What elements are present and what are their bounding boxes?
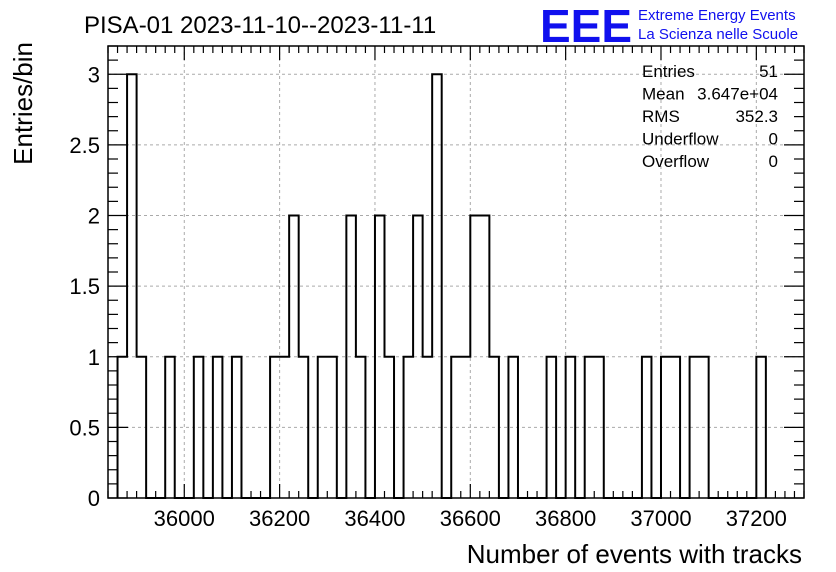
y-axis-ticks: 0 0.5 1 1.5 2 2.5 3 — [69, 45, 804, 511]
histogram-bin-23 — [470, 216, 480, 499]
x-tick-label-2: 36400 — [344, 506, 405, 531]
histogram-bin-35 — [699, 357, 709, 498]
eee-logo: EEE Extreme Energy Events La Scienza nel… — [540, 0, 798, 52]
histogram-bin-21 — [451, 357, 461, 498]
histogram-bin-31 — [642, 357, 652, 498]
histogram-bin-17 — [404, 357, 414, 498]
chart-title: PISA-01 2023-11-10--2023-11-11 — [84, 12, 436, 39]
histogram-bin-5 — [213, 357, 223, 498]
x-tick-label-4: 36800 — [535, 506, 596, 531]
eee-logo-line1: Extreme Energy Events — [638, 7, 796, 24]
histogram-bin-20 — [432, 74, 442, 498]
histogram-bin-7 — [270, 357, 280, 498]
x-axis-label: Number of events with tracks — [467, 539, 802, 569]
stats-value-rms: 352.3 — [735, 107, 778, 126]
x-tick-label-1: 36200 — [249, 506, 310, 531]
stats-label-mean: Mean — [642, 85, 685, 104]
histogram-bin-36 — [756, 357, 766, 498]
x-axis-ticks: 36000 36200 36400 36600 36800 37000 37200 — [107, 46, 805, 531]
histogram-bin-14 — [356, 357, 366, 498]
y-tick-label-6: 3 — [88, 62, 100, 87]
histogram-bin-29 — [585, 357, 595, 498]
histogram-bins — [116, 73, 767, 499]
stats-box: Entries 51 Mean 3.647e+04 RMS 352.3 Underflow 0… — [642, 62, 778, 171]
histogram-bin-33 — [671, 357, 681, 498]
stats-value-mean: 3.647e+04 — [697, 85, 778, 104]
histogram-bin-3 — [165, 357, 175, 498]
x-tick-label-5: 37000 — [630, 506, 691, 531]
histogram-bin-16 — [384, 357, 394, 498]
eee-logo-mark: EEE — [540, 0, 632, 52]
histogram-bin-4 — [194, 357, 204, 498]
histogram-bin-19 — [423, 357, 433, 498]
histogram-bin-10 — [299, 357, 309, 498]
histogram-outline — [116, 73, 767, 499]
histogram-bin-11 — [318, 357, 328, 498]
y-tick-label-0: 0 — [88, 486, 100, 511]
eee-logo-line2: La Scienza nelle Scuole — [638, 26, 798, 43]
histogram-bin-8 — [280, 357, 290, 498]
histogram-bin-22 — [461, 357, 471, 498]
stats-value-overflow: 0 — [769, 152, 778, 171]
histogram-bin-6 — [232, 357, 242, 498]
histogram-bin-28 — [566, 357, 576, 498]
stats-label-entries: Entries — [642, 62, 695, 81]
y-tick-label-1: 0.5 — [69, 415, 100, 440]
stats-label-overflow: Overflow — [642, 152, 710, 171]
histogram-bin-34 — [690, 357, 700, 498]
stats-value-underflow: 0 — [769, 130, 778, 149]
y-tick-label-4: 2 — [88, 204, 100, 229]
y-tick-label-2: 1 — [88, 345, 100, 370]
histogram-bin-25 — [489, 357, 499, 498]
y-tick-label-5: 2.5 — [69, 133, 100, 158]
stats-value-entries: 51 — [759, 62, 778, 81]
histogram-bin-24 — [480, 216, 490, 499]
x-tick-label-3: 36600 — [440, 506, 501, 531]
histogram-bin-9 — [289, 216, 299, 499]
histogram-bin-32 — [661, 357, 671, 498]
histogram-bin-15 — [375, 216, 385, 499]
y-axis-label: Entries/bin — [8, 42, 38, 165]
histogram-bin-1 — [127, 74, 137, 498]
x-tick-label-6: 37200 — [726, 506, 787, 531]
histogram-bin-13 — [346, 216, 356, 499]
histogram-bin-30 — [594, 357, 604, 498]
histogram-bin-2 — [137, 357, 147, 498]
histogram-bin-26 — [508, 357, 518, 498]
histogram-bin-12 — [327, 357, 337, 498]
histogram-bin-27 — [547, 357, 557, 498]
stats-label-rms: RMS — [642, 107, 680, 126]
histogram-bin-18 — [413, 216, 423, 499]
x-tick-label-0: 36000 — [154, 506, 215, 531]
stats-label-underflow: Underflow — [642, 130, 719, 149]
y-tick-label-3: 1.5 — [69, 274, 100, 299]
